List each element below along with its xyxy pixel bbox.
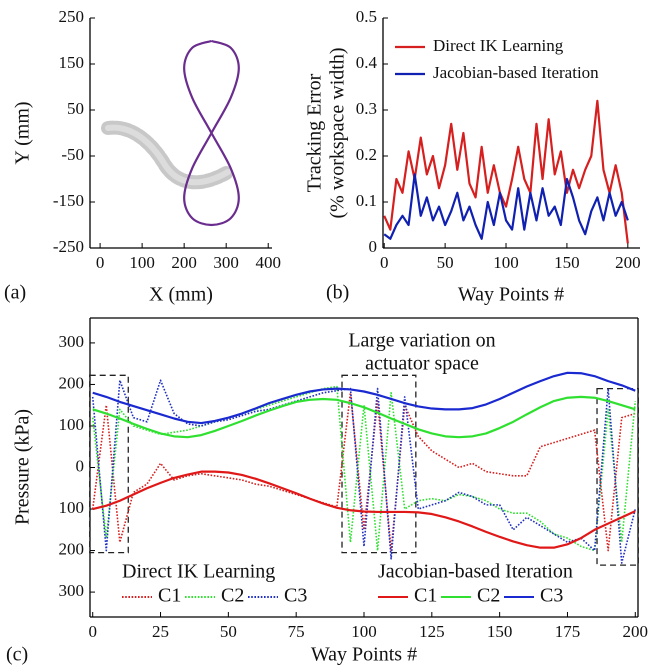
series-line — [91, 391, 636, 552]
y-tick-label: 0.5 — [356, 7, 377, 26]
y-tick-label: 100 — [59, 498, 85, 517]
series-line — [92, 395, 636, 439]
legend-label: C1 — [414, 585, 437, 607]
y-axis-label: Pressure (kPa) — [12, 409, 34, 525]
series-line — [383, 99, 629, 244]
x-tick-label: 50 — [437, 253, 454, 272]
series-line — [92, 470, 636, 549]
x-tick-label: 150 — [554, 253, 580, 272]
y-tick-label: 300 — [59, 332, 85, 351]
series-line — [383, 173, 629, 240]
highlight-region — [89, 374, 129, 554]
legend-label: C3 — [540, 585, 563, 607]
y-axis-label: (% workspace width) — [327, 47, 349, 218]
x-tick-label: 300 — [213, 253, 239, 272]
x-tick-label: 175 — [555, 622, 581, 641]
y-tick-label: 50 — [67, 99, 84, 118]
x-tick-label: 200 — [171, 253, 197, 272]
panel-label: (b) — [326, 282, 349, 304]
x-tick-label: 150 — [487, 622, 513, 641]
x-tick-label: 75 — [288, 622, 305, 641]
x-axis-label: X (mm) — [149, 284, 213, 306]
x-axis-label: Way Points # — [458, 284, 564, 306]
y-tick-label: 300 — [59, 581, 85, 600]
y-tick-label: 200 — [59, 373, 85, 392]
x-tick-label: 50 — [220, 622, 237, 641]
x-tick-label: 0 — [96, 253, 105, 272]
y-tick-label: 100 — [59, 415, 85, 434]
robot-sketch — [101, 120, 235, 190]
annotation: actuator space — [365, 353, 479, 375]
x-tick-label: 200 — [615, 253, 641, 272]
x-tick-label: 25 — [152, 622, 169, 641]
y-tick-label: -250 — [53, 237, 84, 256]
y-tick-label: -50 — [61, 145, 84, 164]
series-line — [92, 371, 636, 425]
legend-label: C3 — [284, 585, 307, 607]
x-tick-label: 200 — [623, 622, 649, 641]
legend-label: C2 — [477, 585, 500, 607]
y-tick-label: 250 — [59, 7, 85, 26]
y-tick-label: 0.3 — [356, 99, 377, 118]
highlight-region — [596, 387, 639, 566]
annotation: Large variation on — [348, 330, 495, 352]
y-tick-label: 0.4 — [356, 53, 378, 72]
series-line — [91, 379, 637, 564]
x-tick-label: 100 — [129, 253, 155, 272]
y-tick-label: 0.1 — [356, 191, 377, 210]
panel-label: (c) — [6, 644, 28, 666]
y-axis-label: Y (mm) — [12, 101, 34, 164]
x-axis-label: Way Points # — [311, 644, 417, 666]
y-tick-label: 0 — [76, 456, 85, 475]
y-axis-label: Tracking Error — [304, 73, 326, 192]
x-tick-label: 400 — [255, 253, 281, 272]
series-line — [91, 385, 637, 552]
x-tick-label: 125 — [419, 622, 445, 641]
legend-label: Jacobian-based Iteration — [433, 63, 599, 82]
panel-label: (a) — [4, 282, 26, 304]
x-tick-label: 0 — [380, 253, 389, 272]
legend-label: C1 — [158, 585, 181, 607]
y-tick-label: 200 — [59, 539, 85, 558]
legend-title: Direct IK Learning — [122, 561, 275, 583]
y-tick-label: 0 — [369, 237, 378, 256]
y-tick-label: 0.2 — [356, 145, 377, 164]
series-line — [183, 39, 240, 227]
y-tick-label: -150 — [53, 191, 84, 210]
y-tick-label: 150 — [59, 53, 85, 72]
x-tick-label: 100 — [493, 253, 519, 272]
legend-label: C2 — [221, 585, 244, 607]
legend-label: Direct IK Learning — [433, 36, 564, 55]
legend-title: Jacobian-based Iteration — [378, 561, 573, 583]
x-tick-label: 0 — [88, 622, 97, 641]
x-tick-label: 100 — [351, 622, 377, 641]
